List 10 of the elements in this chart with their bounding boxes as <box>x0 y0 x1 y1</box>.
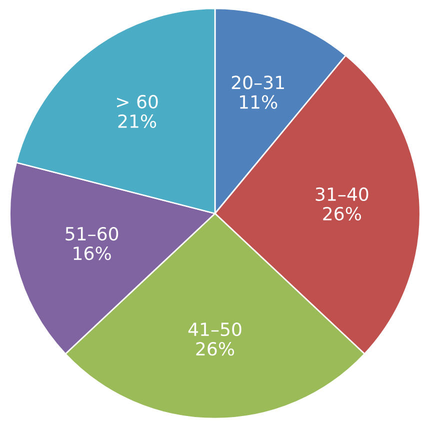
slice-label: 31–40 <box>316 187 368 201</box>
data-label: 26% <box>323 206 361 221</box>
data-label: 26% <box>196 342 234 356</box>
data-label: 16% <box>74 246 111 260</box>
slice-label: > 60 <box>117 94 158 108</box>
slice-label: 41–50 <box>188 322 242 336</box>
slice-label: 51–60 <box>66 226 118 241</box>
data-label: 11% <box>240 95 278 109</box>
slice-label: 20–31 <box>232 76 284 90</box>
data-label: 21% <box>118 114 156 128</box>
